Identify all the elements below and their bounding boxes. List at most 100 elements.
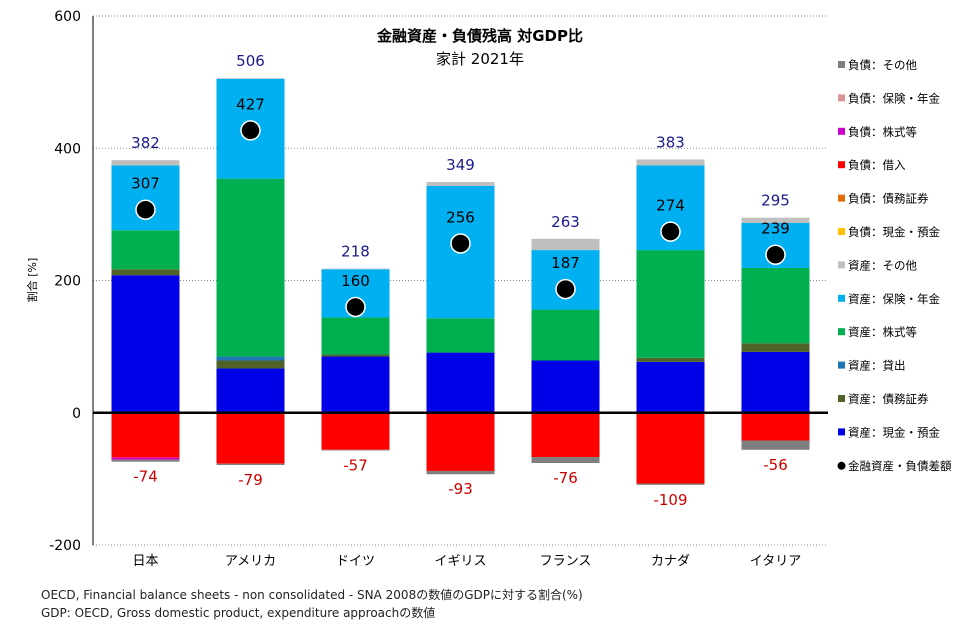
legend-label: 金融資産・負債差額	[848, 459, 952, 473]
legend-swatch	[838, 294, 845, 302]
net-value-label: 274	[656, 197, 685, 215]
bar-segment	[111, 275, 180, 413]
bar-segment	[426, 412, 495, 471]
legend-label: 負債：債務証券	[848, 192, 929, 206]
legend-label: 資産：貸出	[848, 359, 906, 373]
legend-swatch	[838, 228, 845, 235]
bar-segment	[216, 412, 285, 464]
y-tick-label: 400	[54, 141, 81, 157]
x-tick-label: イタリア	[750, 554, 801, 569]
net-marker	[765, 244, 786, 265]
asset-total-label: 506	[236, 52, 265, 70]
liability-total-label: -74	[133, 468, 158, 486]
legend-swatch	[838, 428, 845, 436]
legend-label: 負債：現金・預金	[848, 225, 940, 239]
legend-swatch	[838, 161, 845, 169]
net-value-label: 160	[341, 272, 370, 290]
legend-swatch	[838, 127, 845, 135]
bar-segment	[636, 412, 705, 484]
bar-segment	[741, 412, 810, 441]
bar-segment	[741, 351, 810, 413]
bar-segment	[321, 449, 390, 451]
legend-label: 負債：借入	[848, 158, 906, 172]
bar-segment	[741, 217, 810, 223]
legend: 負債：その他負債：保険・年金負債：株式等負債：借入負債：債務証券負債：現金・預金…	[837, 58, 952, 473]
asset-total-label: 263	[551, 213, 580, 231]
bar-segment	[426, 318, 495, 353]
legend-swatch	[838, 61, 845, 68]
net-value-label: 307	[131, 175, 160, 193]
x-tick-label: アメリカ	[225, 554, 276, 569]
legend-swatch	[838, 194, 845, 202]
asset-total-label: 218	[341, 243, 370, 261]
asset-total-label: 295	[761, 192, 790, 210]
x-tick-label: フランス	[540, 554, 592, 569]
bar-segment	[111, 160, 180, 166]
gdp-note: GDP: OECD, Gross domestic product, expen…	[41, 606, 436, 620]
bar-segment	[426, 352, 495, 413]
legend-label: 負債：その他	[848, 58, 917, 72]
legend-swatch	[838, 261, 845, 269]
bar-segment	[636, 159, 705, 166]
bar-segment	[531, 457, 600, 464]
source-note: OECD, Financial balance sheets - non con…	[41, 588, 583, 602]
liability-total-label: -56	[763, 456, 788, 474]
bar-segment	[741, 267, 810, 344]
bar-segment	[426, 181, 495, 186]
legend-label: 負債：保険・年金	[848, 91, 940, 105]
bar-segment	[111, 230, 180, 270]
bar-segment	[321, 356, 390, 413]
bar-segment	[216, 368, 285, 413]
legend-label: 負債：株式等	[848, 125, 917, 139]
bars	[111, 78, 810, 485]
net-value-label: 239	[761, 220, 790, 238]
y-tick-label: 200	[54, 274, 81, 290]
asset-total-label: 349	[446, 156, 475, 174]
bar-segment	[636, 361, 705, 413]
legend-label: 資産：保険・年金	[848, 292, 940, 306]
legend-swatch	[838, 94, 845, 102]
liability-total-label: -57	[343, 456, 368, 474]
bar-segment	[321, 268, 390, 270]
net-value-label: 187	[551, 254, 580, 272]
net-marker	[450, 233, 471, 254]
bar-segment	[741, 343, 810, 352]
gridlines	[93, 15, 828, 546]
bar-segment	[636, 357, 705, 362]
liability-total-label: -109	[653, 491, 687, 509]
bar-segment	[321, 354, 390, 357]
x-tick-label: イギリス	[434, 554, 486, 569]
net-marker	[135, 199, 156, 220]
net-value-label: 256	[446, 208, 475, 226]
bar-segment	[321, 412, 390, 450]
x-tick-label: ドイツ	[336, 554, 375, 569]
asset-total-label: 383	[656, 133, 685, 151]
x-tick-label: カナダ	[651, 554, 690, 569]
bar-segment	[741, 440, 810, 450]
bar-segment	[111, 459, 180, 462]
y-axis-label: 割合 [%]	[25, 258, 39, 303]
y-tick-label: 0	[72, 406, 81, 422]
legend-swatch	[838, 361, 845, 369]
bar-segment	[426, 470, 495, 475]
legend-label: 資産：株式等	[848, 325, 917, 339]
legend-net-marker	[837, 461, 846, 470]
legend-label: 資産：現金・預金	[848, 425, 940, 439]
bar-segment	[216, 78, 285, 79]
net-marker	[555, 278, 576, 300]
bar-segment	[111, 457, 180, 460]
net-marker	[660, 221, 681, 242]
legend-label: 資産：債務証券	[848, 392, 929, 406]
bar-segment	[636, 483, 705, 485]
bar-segment	[321, 317, 390, 355]
liability-total-label: -79	[238, 471, 263, 489]
bar-segment	[111, 269, 180, 276]
x-tick-label: 日本	[132, 554, 158, 569]
bar-segment	[531, 309, 600, 361]
bar-segment	[111, 412, 180, 458]
bar-segment	[636, 250, 705, 358]
bar-segment	[216, 360, 285, 369]
bar-segment	[216, 178, 285, 357]
bar-segment	[216, 463, 285, 465]
asset-total-label: 382	[131, 134, 160, 152]
